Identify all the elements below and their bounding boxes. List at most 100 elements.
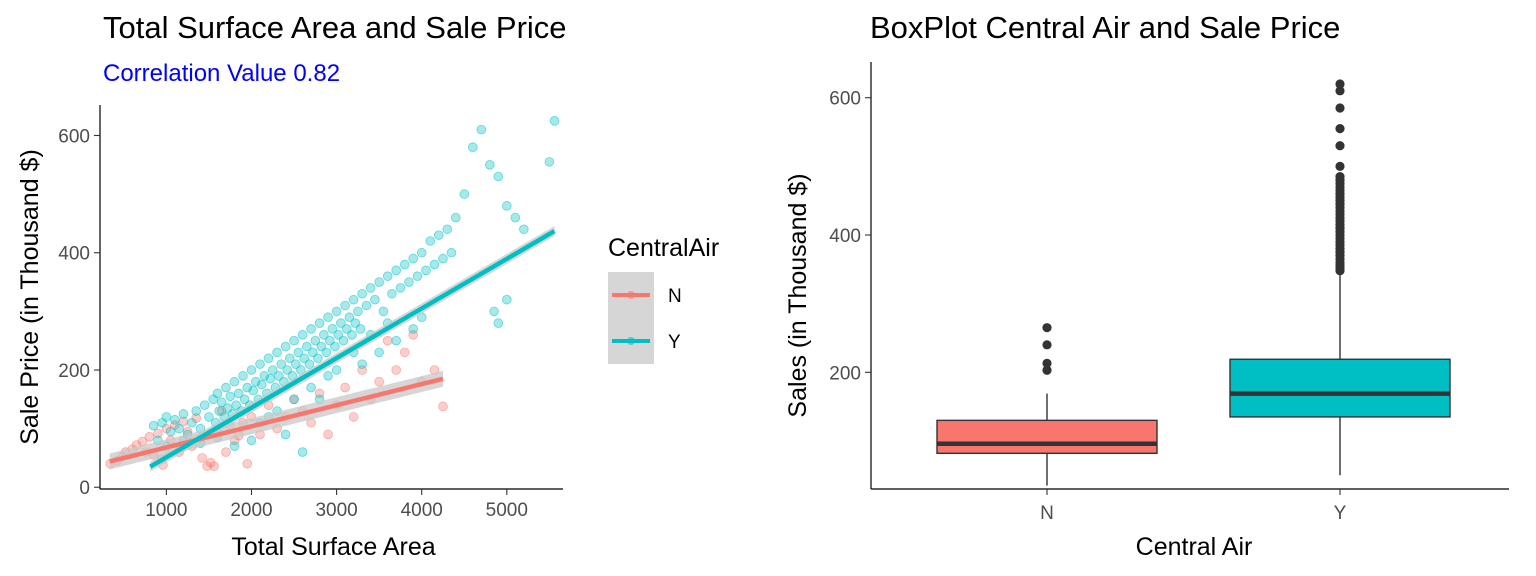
scatter-point-Y bbox=[216, 397, 227, 408]
scatter-point-Y bbox=[331, 365, 342, 375]
scatter-point-Y bbox=[446, 247, 457, 258]
scatter-point-Y bbox=[174, 423, 184, 434]
scatter-point-N bbox=[340, 382, 350, 393]
scatter-point-Y bbox=[148, 420, 159, 431]
box-chart-title: BoxPlot Central Air and Sale Price bbox=[870, 10, 1341, 45]
scatter-point-N bbox=[205, 457, 216, 468]
scatter-point-Y bbox=[256, 379, 267, 390]
scatter-point-Y bbox=[365, 283, 376, 293]
scatter-point-Y bbox=[425, 236, 436, 246]
scatter-point-Y bbox=[421, 265, 431, 276]
scatter-legend: CentralAir N Y bbox=[608, 234, 719, 364]
scatter-point-Y bbox=[297, 330, 308, 340]
outlier-point-Y bbox=[1335, 86, 1345, 96]
outlier-point-Y bbox=[1335, 123, 1345, 134]
x-tick-label: 1000 bbox=[145, 500, 187, 521]
scatter-point-Y bbox=[280, 341, 291, 352]
scatter-point-Y bbox=[284, 353, 295, 364]
scatter-point-N bbox=[209, 461, 219, 471]
scatter-point-Y bbox=[323, 371, 333, 381]
scatter-point-Y bbox=[272, 347, 282, 358]
scatter-point-Y bbox=[489, 306, 499, 317]
scatter-point-N bbox=[242, 458, 253, 469]
scatter-point-Y bbox=[246, 365, 257, 375]
scatter-point-Y bbox=[408, 324, 419, 334]
outlier-point-N bbox=[1042, 358, 1052, 368]
scatter-point-N bbox=[348, 412, 359, 422]
scatter-point-Y bbox=[467, 142, 478, 153]
scatter-point-Y bbox=[248, 385, 258, 396]
scatter-point-Y bbox=[374, 277, 384, 287]
legend-key-point-Y bbox=[627, 337, 635, 345]
box-x-axis-title: Central Air bbox=[1136, 533, 1253, 561]
scatter-point-N bbox=[399, 347, 410, 358]
outlier-point-N bbox=[1042, 323, 1052, 333]
scatter-point-Y bbox=[263, 353, 274, 364]
scatter-point-Y bbox=[416, 247, 427, 258]
scatter-point-Y bbox=[306, 324, 316, 334]
y-tick-label: 0 bbox=[79, 478, 90, 499]
scatter-point-N bbox=[323, 429, 333, 440]
scatter-point-Y bbox=[344, 312, 355, 323]
scatter-point-Y bbox=[246, 435, 257, 446]
scatter-point-Y bbox=[442, 224, 453, 235]
scatter-point-Y bbox=[259, 371, 270, 381]
scatter-point-Y bbox=[242, 382, 253, 393]
scatter-point-N bbox=[202, 461, 213, 471]
scatter-point-Y bbox=[170, 415, 180, 425]
scatter-point-Y bbox=[321, 347, 332, 358]
scatter-point-Y bbox=[412, 271, 423, 281]
scatter-point-Y bbox=[191, 406, 201, 416]
scatter-chart-title: Total Surface Area and Sale Price bbox=[103, 10, 567, 45]
legend-label-N: N bbox=[668, 286, 682, 307]
scatter-point-N bbox=[382, 335, 393, 346]
scatter-point-Y bbox=[544, 157, 555, 167]
x-tick-label: 3000 bbox=[315, 500, 357, 521]
outlier-point-Y bbox=[1335, 161, 1345, 171]
scatter-point-Y bbox=[289, 335, 299, 346]
scatter-point-Y bbox=[378, 306, 389, 317]
scatter-point-N bbox=[153, 428, 163, 439]
scatter-point-Y bbox=[319, 330, 329, 340]
scatter-point-Y bbox=[229, 441, 240, 452]
scatter-point-Y bbox=[476, 124, 487, 135]
scatter-point-N bbox=[197, 453, 207, 463]
regression-line-Y bbox=[149, 229, 556, 469]
scatter-point-Y bbox=[353, 306, 363, 317]
x-tick-label: 4000 bbox=[401, 500, 443, 521]
scatter-point-Y bbox=[314, 318, 325, 328]
scatter-point-Y bbox=[493, 318, 504, 328]
scatter-point-Y bbox=[338, 335, 349, 346]
scatter-point-Y bbox=[265, 373, 276, 384]
scatter-point-Y bbox=[313, 353, 323, 364]
legend-label-Y: Y bbox=[668, 332, 681, 353]
scatter-point-Y bbox=[187, 417, 197, 428]
scatter-point-Y bbox=[327, 324, 338, 334]
scatter-point-Y bbox=[395, 283, 406, 293]
y-tick-label: 400 bbox=[58, 244, 90, 265]
scatter-point-Y bbox=[357, 288, 367, 299]
scatter-point-Y bbox=[361, 300, 372, 311]
scatter-point-Y bbox=[493, 171, 504, 182]
scatter-point-Y bbox=[519, 224, 529, 235]
scatter-point-Y bbox=[438, 253, 448, 264]
x-tick-label: 2000 bbox=[230, 500, 272, 521]
scatter-point-N bbox=[374, 376, 384, 387]
scatter-point-Y bbox=[502, 294, 512, 305]
outlier-point-Y bbox=[1335, 141, 1345, 151]
regression-line-N bbox=[109, 376, 444, 464]
scatter-point-Y bbox=[225, 391, 236, 402]
outlier-point-Y bbox=[1335, 172, 1345, 182]
y-tick-label: 200 bbox=[58, 361, 90, 382]
scatter-point-Y bbox=[250, 376, 261, 387]
outlier-point-Y bbox=[1335, 103, 1345, 113]
scatter-point-Y bbox=[336, 318, 346, 328]
box-x-tick-label: N bbox=[1040, 503, 1054, 524]
scatter-point-Y bbox=[297, 447, 308, 457]
scatter-point-N bbox=[438, 401, 448, 412]
scatter-point-Y bbox=[306, 382, 316, 393]
scatter-point-Y bbox=[331, 306, 342, 317]
outlier-point-N bbox=[1042, 365, 1052, 375]
scatter-point-Y bbox=[323, 312, 333, 323]
scatter-point-Y bbox=[229, 376, 240, 387]
